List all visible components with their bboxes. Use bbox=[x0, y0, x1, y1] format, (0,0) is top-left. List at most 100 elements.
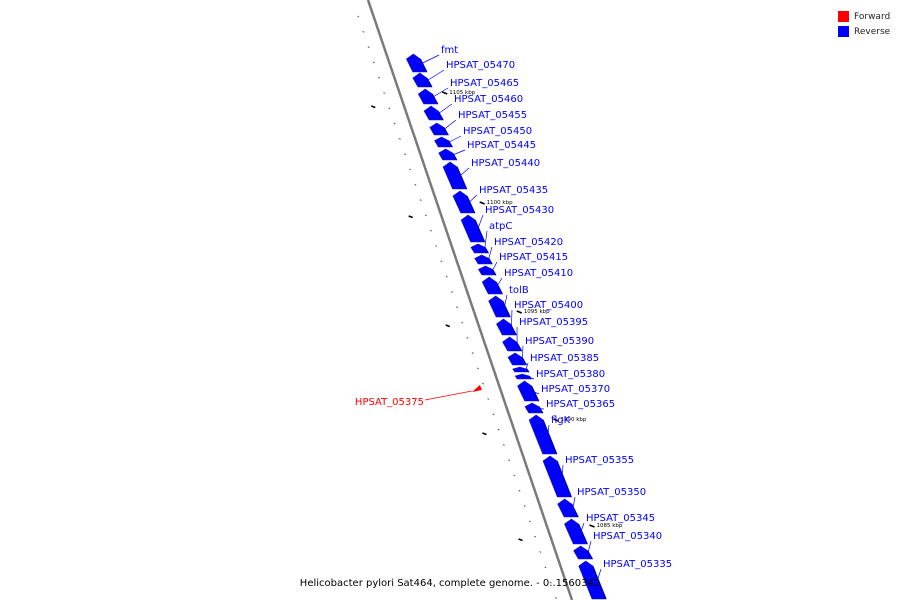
gene-leader bbox=[521, 345, 524, 360]
gene-label[interactable]: HPSAT_05410 bbox=[504, 268, 573, 279]
minor-tick bbox=[409, 168, 412, 171]
minor-tick bbox=[544, 566, 547, 569]
minor-tick bbox=[398, 137, 401, 140]
gene-label[interactable]: HPSAT_05465 bbox=[450, 78, 519, 89]
minor-tick bbox=[424, 214, 427, 217]
gene-feature[interactable] bbox=[429, 122, 449, 136]
gene-label[interactable]: HPSAT_05380 bbox=[536, 369, 605, 380]
major-tick-left bbox=[408, 215, 413, 219]
gene-feature-edge bbox=[495, 281, 503, 295]
gene-label[interactable]: HPSAT_05385 bbox=[530, 353, 599, 364]
gene-label[interactable]: HPSAT_05335 bbox=[603, 559, 672, 570]
gene-label[interactable]: HPSAT_05395 bbox=[519, 317, 588, 328]
gene-leader bbox=[525, 362, 529, 371]
gene-feature-edge bbox=[521, 357, 527, 366]
gene-label[interactable]: HPSAT_05430 bbox=[485, 205, 554, 216]
gene-leader bbox=[504, 294, 508, 308]
minor-tick bbox=[357, 15, 360, 18]
gene-feature[interactable] bbox=[496, 318, 517, 336]
gene-label[interactable]: HPSAT_05470 bbox=[446, 60, 515, 71]
gene-feature[interactable] bbox=[417, 88, 439, 105]
legend-forward-label: Forward bbox=[854, 11, 891, 22]
gene-feature[interactable] bbox=[460, 214, 486, 243]
major-tick bbox=[516, 310, 523, 314]
gene-label[interactable]: HPSAT_05340 bbox=[593, 531, 662, 542]
gene-label[interactable]: HPSAT_05375 bbox=[355, 397, 424, 408]
minor-tick bbox=[528, 520, 531, 523]
gene-label[interactable]: HPSAT_05415 bbox=[499, 252, 568, 263]
gene-label[interactable]: HPSAT_05355 bbox=[565, 455, 634, 466]
minor-tick bbox=[383, 92, 386, 94]
gene-label[interactable]: fmt bbox=[441, 45, 458, 56]
scale-tick-label: 1090 kbp bbox=[560, 417, 586, 423]
gene-feature[interactable] bbox=[507, 352, 527, 366]
gene-label[interactable]: HPSAT_05390 bbox=[525, 336, 594, 347]
gene-feature[interactable] bbox=[517, 380, 540, 402]
gene-feature-edge bbox=[474, 219, 486, 243]
major-tick bbox=[589, 524, 595, 528]
minor-tick bbox=[482, 382, 485, 385]
gene-label[interactable]: HPSAT_05435 bbox=[479, 185, 548, 196]
gene-label[interactable]: atpC bbox=[489, 221, 512, 232]
minor-tick bbox=[508, 459, 511, 462]
gene-label[interactable]: HPSAT_05350 bbox=[577, 487, 646, 498]
major-tick-left bbox=[445, 324, 451, 328]
gene-label[interactable]: HPSAT_05455 bbox=[458, 110, 527, 121]
gene-label[interactable]: flgK bbox=[551, 415, 571, 426]
gene-feature-edge bbox=[443, 127, 449, 136]
minor-tick bbox=[367, 46, 370, 49]
gene-feature[interactable] bbox=[452, 190, 476, 214]
strand-legend: Forward Reverse bbox=[838, 9, 898, 39]
gene-feature[interactable] bbox=[488, 295, 511, 318]
gene-feature[interactable] bbox=[564, 518, 588, 545]
gene-leader bbox=[538, 408, 545, 410]
major-tick bbox=[479, 201, 485, 205]
gene-feature-edge bbox=[456, 166, 468, 190]
minor-tick bbox=[523, 505, 526, 508]
gene-feature[interactable] bbox=[557, 498, 579, 518]
gene-leader bbox=[477, 214, 484, 230]
gene-leader bbox=[496, 277, 503, 287]
gene-leader bbox=[561, 464, 564, 478]
gene-label[interactable]: tolB bbox=[509, 285, 529, 296]
gene-feature[interactable] bbox=[471, 385, 482, 392]
minor-tick bbox=[461, 321, 464, 324]
gene-feature[interactable] bbox=[405, 53, 428, 73]
gene-label[interactable]: HPSAT_05365 bbox=[546, 399, 615, 410]
minor-tick bbox=[471, 352, 474, 355]
gene-leader bbox=[547, 424, 550, 436]
gene-feature-edge bbox=[466, 195, 476, 214]
gene-label[interactable]: HPSAT_05370 bbox=[541, 384, 610, 395]
scale-tick-label: 1085 kbp bbox=[597, 523, 623, 529]
gene-leader bbox=[438, 103, 453, 114]
minor-tick bbox=[393, 122, 396, 125]
gene-feature-edge bbox=[577, 523, 588, 545]
minor-tick bbox=[450, 290, 453, 293]
gene-label[interactable]: HPSAT_05460 bbox=[454, 94, 523, 105]
gene-feature-edge bbox=[502, 300, 511, 318]
gene-label[interactable]: HPSAT_05440 bbox=[471, 158, 540, 169]
gene-feature[interactable] bbox=[481, 276, 503, 295]
minor-tick bbox=[414, 183, 417, 186]
forward-swatch bbox=[838, 11, 849, 22]
legend-forward: Forward bbox=[838, 9, 898, 24]
gene-feature[interactable] bbox=[502, 336, 523, 352]
genome-backbone bbox=[366, 0, 574, 600]
gene-feature-edge bbox=[452, 152, 458, 161]
minor-tick bbox=[388, 107, 391, 110]
gene-feature[interactable] bbox=[412, 72, 433, 88]
major-tick bbox=[553, 418, 559, 422]
minor-tick bbox=[429, 229, 433, 232]
minor-tick bbox=[377, 76, 381, 79]
gene-label[interactable]: HPSAT_05420 bbox=[494, 237, 563, 248]
gene-feature[interactable] bbox=[423, 105, 444, 121]
gene-feature[interactable] bbox=[442, 161, 468, 190]
minor-tick bbox=[445, 275, 448, 278]
gene-label[interactable]: HPSAT_05345 bbox=[586, 513, 655, 524]
scale-tick-label: 1105 kbp bbox=[449, 90, 475, 96]
scale-tick-label: 1100 kbp bbox=[487, 200, 513, 206]
gene-label[interactable]: HPSAT_05450 bbox=[463, 126, 532, 137]
gene-label[interactable]: HPSAT_05445 bbox=[467, 140, 536, 151]
gene-label[interactable]: HPSAT_05400 bbox=[514, 300, 583, 311]
